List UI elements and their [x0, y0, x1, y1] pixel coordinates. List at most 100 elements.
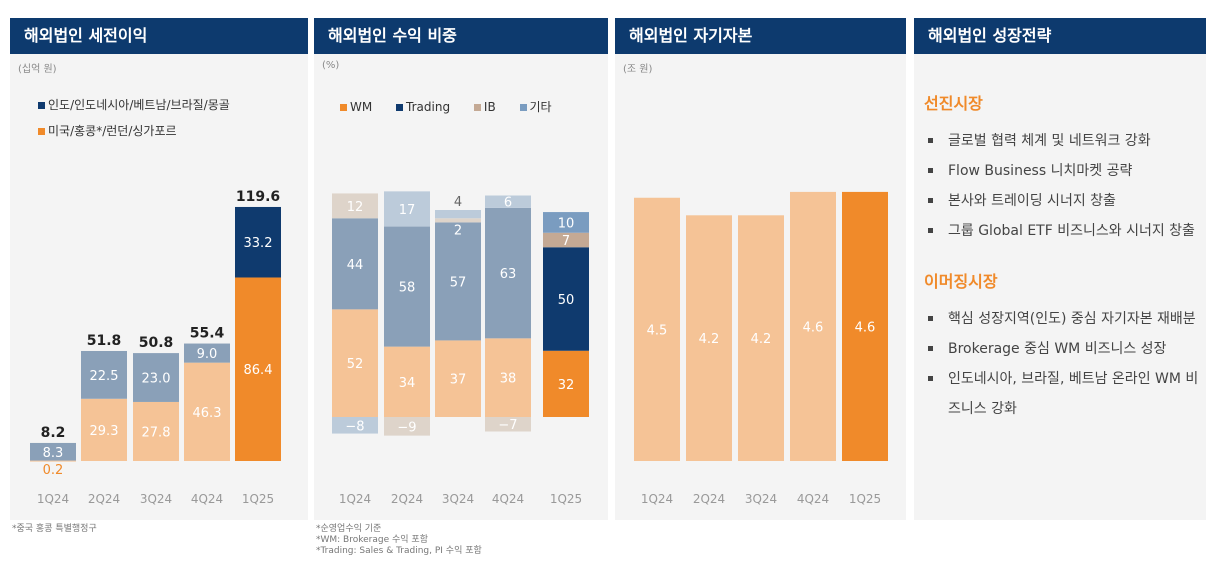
x-tick-label: 2Q24 — [391, 492, 423, 506]
bar — [634, 197, 680, 461]
x-tick-label: 1Q24 — [641, 492, 673, 506]
bar-segment — [543, 232, 589, 248]
legend-swatch — [340, 104, 347, 111]
x-tick-label: 1Q24 — [339, 492, 371, 506]
data-label: 8.3 — [43, 446, 64, 461]
bar-segment — [435, 210, 481, 219]
data-label: 37 — [450, 373, 467, 388]
legend-item: 미국/홍콩*/런던/싱가포르 — [38, 122, 230, 139]
panel-title: 해외법인 세전이익 — [10, 18, 308, 54]
legend-item: 인도/인도네시아/베트남/브라질/몽골 — [38, 96, 230, 113]
legend-item: 기타 — [519, 100, 562, 114]
bar-segment — [81, 350, 127, 399]
legend-swatch — [38, 102, 45, 109]
total-label: 8.2 — [41, 425, 66, 441]
data-label: 4.2 — [751, 332, 772, 347]
data-label: 6 — [504, 196, 512, 211]
panel-title: 해외법인 자기자본 — [615, 18, 906, 54]
strategy-list: 선진시장 글로벌 협력 체계 및 네트워크 강화 Flow Business 니… — [924, 90, 1204, 446]
data-label: 86.4 — [244, 363, 273, 378]
data-label: 50 — [558, 293, 575, 308]
bar-segment — [235, 206, 281, 278]
data-label: 4.6 — [803, 320, 824, 335]
bar-segment — [30, 442, 76, 461]
panel-pretax-profit: 해외법인 세전이익 (십억 원) 인도/인도네시아/베트남/브라질/몽골 미국/… — [10, 18, 308, 520]
legend: 인도/인도네시아/베트남/브라질/몽골 미국/홍콩*/런던/싱가포르 — [38, 96, 230, 148]
list-item: Brokerage 중심 WM 비즈니스 성장 — [924, 334, 1204, 364]
section-heading: 선진시장 — [924, 94, 983, 113]
data-label: 12 — [347, 200, 364, 215]
footnote: *중국 홍콩 특별행정구 — [12, 524, 97, 534]
bar-segment — [435, 340, 481, 417]
data-label: 27.8 — [142, 425, 171, 440]
data-label: 4.5 — [647, 323, 668, 338]
data-label: 0.2 — [43, 463, 64, 478]
bar-segment — [485, 195, 531, 208]
x-tick-label: 1Q24 — [37, 492, 69, 506]
data-label: 10 — [558, 216, 575, 231]
legend-label: Trading — [406, 100, 451, 114]
bar — [842, 191, 888, 461]
data-label: 17 — [399, 203, 416, 218]
bar-segment — [133, 401, 179, 461]
data-label: 7 — [562, 234, 570, 249]
revenue-mix-chart: 52 44 12 −8 34 58 −9 17 37 57 2 4 38 63 −7 6 32 50 7 10 1Q24… — [332, 191, 589, 506]
data-label: 33.2 — [244, 236, 273, 251]
legend-swatch — [38, 128, 45, 135]
bar-segment — [384, 226, 430, 347]
x-tick-label: 1Q25 — [242, 492, 274, 506]
legend-label: 인도/인도네시아/베트남/브라질/몽골 — [48, 98, 230, 112]
panel-revenue-mix: 해외법인 수익 비중 (%) WM Trading IB 기타 52 44 12 −8… — [314, 18, 608, 520]
x-tick-label: 3Q24 — [442, 492, 474, 506]
data-label: −7 — [498, 418, 517, 433]
footnote: *순영업수익 기준 — [316, 524, 382, 534]
bar-segment — [543, 212, 589, 233]
bar-segment — [543, 247, 589, 351]
data-label: −8 — [345, 419, 364, 434]
bar-segment — [332, 193, 378, 219]
legend-label: 기타 — [529, 100, 552, 114]
bar — [686, 215, 732, 461]
footnote: *WM: Brokerage 수익 포함 — [316, 535, 428, 545]
pretax-profit-chart: 0.2 8.3 8.2 29.3 22.5 51.8 27.8 23.0 50.8 46.3 9.0… — [30, 189, 281, 506]
panel-growth-strategy: 해외법인 성장전략 선진시장 글로벌 협력 체계 및 네트워크 강화 Flow … — [914, 18, 1206, 520]
section-heading: 이머징시장 — [924, 272, 998, 291]
unit-label: (%) — [322, 60, 340, 71]
bar-segment — [485, 338, 531, 417]
bar-segment — [384, 191, 430, 227]
legend-label: IB — [483, 100, 496, 114]
list-item: 그룹 Global ETF 비즈니스와 시너지 창출 — [924, 216, 1204, 246]
x-tick-label: 4Q24 — [492, 492, 524, 506]
legend-label: WM — [350, 100, 373, 114]
panel-title: 해외법인 성장전략 — [914, 18, 1206, 54]
footnotes: *순영업수익 기준 *WM: Brokerage 수익 포함 *Trading:… — [316, 524, 482, 557]
legend-item: IB — [473, 100, 506, 114]
list-item: Flow Business 니치마켓 공략 — [924, 156, 1204, 186]
data-label: 4.2 — [699, 332, 720, 347]
unit-label: (십억 원) — [18, 64, 57, 75]
total-label: 55.4 — [190, 326, 225, 342]
x-tick-label: 1Q25 — [550, 492, 582, 506]
list-item: 본사와 트레이딩 시너지 창출 — [924, 186, 1204, 216]
data-label: 29.3 — [90, 424, 119, 439]
x-tick-label: 4Q24 — [191, 492, 223, 506]
bar-segment — [332, 417, 378, 434]
data-label: 38 — [500, 372, 517, 387]
bar-segment — [184, 343, 230, 363]
data-label: 58 — [399, 281, 416, 296]
x-tick-label: 2Q24 — [693, 492, 725, 506]
legend-swatch — [396, 104, 404, 111]
data-label: 2 — [454, 223, 462, 238]
bar-segment — [384, 346, 430, 417]
total-label: 50.8 — [139, 335, 174, 351]
x-tick-label: 3Q24 — [140, 492, 172, 506]
data-label: 34 — [399, 376, 416, 391]
bar-segment — [133, 353, 179, 402]
legend-swatch — [473, 104, 481, 111]
bar-segment — [485, 207, 531, 339]
bar-segment — [485, 417, 531, 432]
data-label: 4 — [454, 195, 462, 210]
data-label: 44 — [347, 258, 364, 273]
bar-segment — [543, 350, 589, 417]
x-tick-label: 3Q24 — [745, 492, 777, 506]
